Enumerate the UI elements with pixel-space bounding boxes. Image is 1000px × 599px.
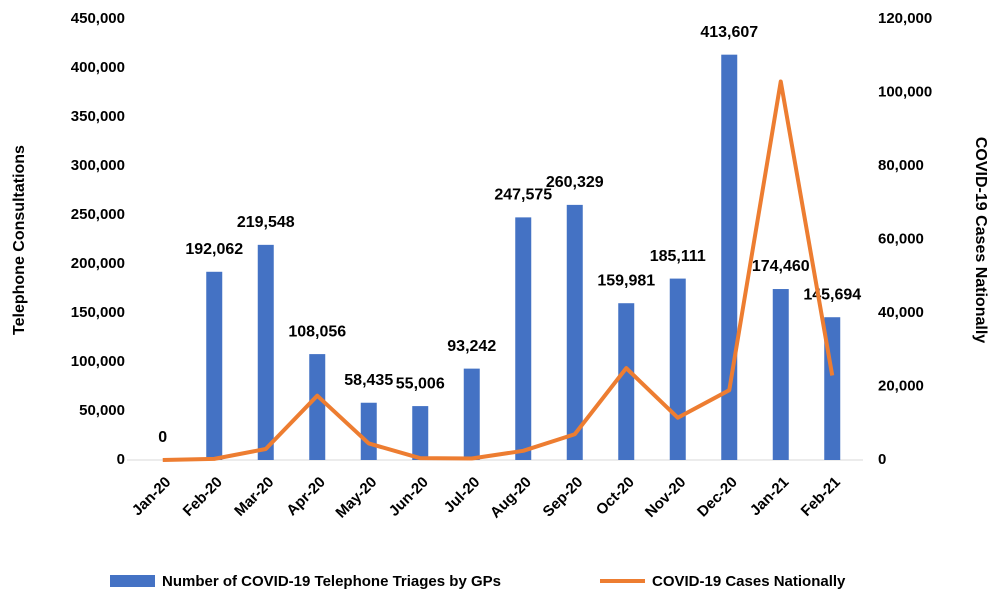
value-label: 192,062 bbox=[185, 241, 243, 258]
y-tick-label: 50,000 bbox=[79, 402, 125, 419]
bar bbox=[721, 54, 738, 461]
x-tick-label: Feb-20 bbox=[180, 474, 226, 520]
bar bbox=[618, 303, 635, 460]
bar bbox=[309, 354, 326, 460]
bar bbox=[360, 402, 377, 460]
y-tick-label: 300,000 bbox=[71, 157, 125, 174]
y-axis-label: Telephone Consultations bbox=[11, 145, 28, 335]
y-tick-label: 150,000 bbox=[71, 304, 125, 321]
value-label: 260,329 bbox=[546, 174, 604, 191]
x-tick-label: Feb-21 bbox=[798, 474, 844, 520]
bar bbox=[772, 289, 789, 460]
y2-tick-label: 100,000 bbox=[878, 83, 932, 100]
bar bbox=[566, 204, 583, 460]
y2-tick-label: 120,000 bbox=[878, 10, 932, 27]
y2-tick-label: 0 bbox=[878, 451, 886, 468]
x-tick-label: Jan-21 bbox=[747, 474, 793, 520]
value-label: 185,111 bbox=[650, 248, 706, 265]
value-label: 413,607 bbox=[700, 24, 758, 41]
y2-tick-label: 80,000 bbox=[878, 157, 924, 174]
value-label: 174,460 bbox=[752, 258, 810, 275]
x-tick-label: Oct-20 bbox=[593, 474, 638, 519]
x-tick-label: May-20 bbox=[332, 474, 380, 522]
value-label: 159,981 bbox=[597, 272, 655, 289]
y-tick-label: 350,000 bbox=[71, 108, 125, 125]
value-label: 0 bbox=[158, 429, 167, 446]
value-label: 145,694 bbox=[803, 286, 861, 303]
x-tick-label: Dec-20 bbox=[694, 474, 741, 521]
bar bbox=[206, 271, 223, 460]
x-tick-label: Jan-20 bbox=[129, 474, 175, 520]
x-tick-label: Sep-20 bbox=[540, 474, 587, 521]
legend-label: Number of COVID-19 Telephone Triages by … bbox=[162, 573, 501, 590]
bar bbox=[412, 406, 429, 460]
bar bbox=[515, 217, 532, 460]
value-label: 219,548 bbox=[237, 214, 295, 231]
y-tick-label: 100,000 bbox=[71, 353, 125, 370]
y2-axis-label: COVID-19 Cases Nationally bbox=[972, 137, 989, 343]
value-label: 55,006 bbox=[396, 375, 445, 392]
y2-tick-label: 40,000 bbox=[878, 304, 924, 321]
bar bbox=[257, 244, 274, 460]
x-tick-label: Aug-20 bbox=[487, 474, 535, 522]
line bbox=[162, 79, 835, 462]
x-tick-label: Jul-20 bbox=[441, 474, 484, 517]
y-tick-label: 250,000 bbox=[71, 206, 125, 223]
value-label: 58,435 bbox=[344, 372, 393, 389]
y-tick-label: 450,000 bbox=[71, 10, 125, 27]
x-tick-label: Mar-20 bbox=[231, 474, 277, 520]
bar bbox=[463, 368, 480, 460]
value-label: 93,242 bbox=[447, 338, 496, 355]
y2-tick-label: 20,000 bbox=[878, 377, 924, 394]
value-label: 247,575 bbox=[494, 187, 552, 204]
legend-swatch bbox=[110, 575, 155, 587]
x-tick-label: Nov-20 bbox=[642, 474, 689, 521]
y-tick-label: 0 bbox=[117, 451, 125, 468]
x-tick-label: Apr-20 bbox=[283, 474, 329, 520]
legend-label: COVID-19 Cases Nationally bbox=[652, 573, 846, 590]
y-tick-label: 200,000 bbox=[71, 255, 125, 272]
value-label: 108,056 bbox=[288, 323, 346, 340]
bar bbox=[669, 278, 686, 460]
y2-tick-label: 60,000 bbox=[878, 230, 924, 247]
y-tick-label: 400,000 bbox=[71, 59, 125, 76]
x-tick-label: Jun-20 bbox=[386, 474, 432, 520]
